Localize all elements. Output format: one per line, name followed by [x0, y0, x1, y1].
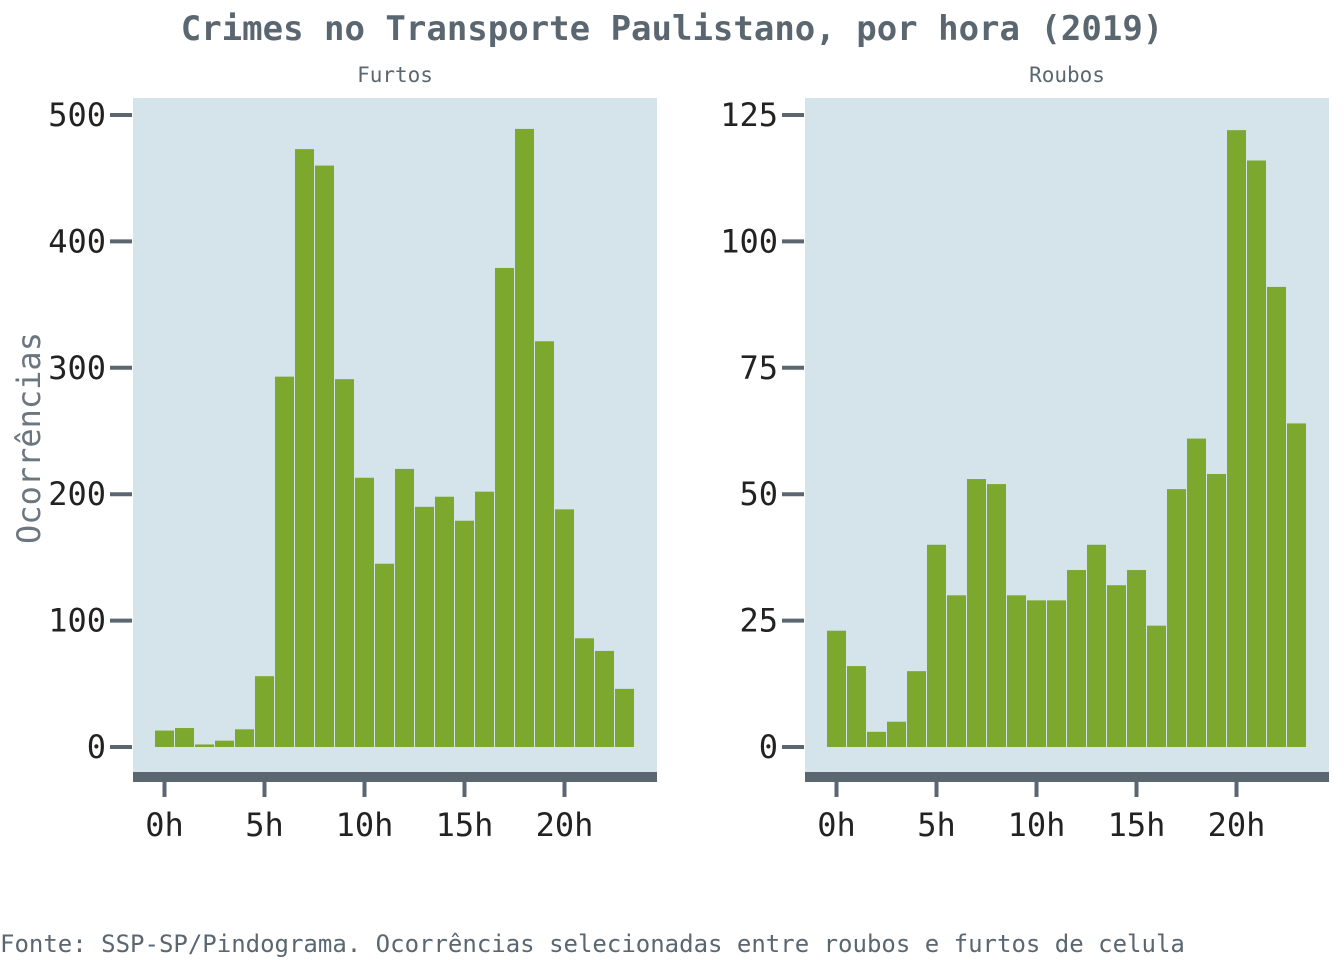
- bar: [435, 496, 454, 747]
- facet-roubos: Roubos 0 25 50 75 100 125 0h 5h 10h 15h 20h: [720, 63, 1329, 844]
- bar: [1287, 423, 1306, 747]
- bar: [335, 379, 354, 747]
- bar: [827, 630, 846, 747]
- bar: [987, 484, 1006, 747]
- y-tick-label: 125: [720, 96, 778, 134]
- bar: [1107, 585, 1126, 747]
- x-tick-label: 15h: [1108, 806, 1166, 844]
- y-tick-label: 25: [739, 602, 778, 640]
- x-tick-label: 0h: [145, 806, 184, 844]
- bar: [175, 728, 194, 747]
- bar: [867, 731, 886, 747]
- bar: [967, 479, 986, 747]
- y-tick-label: 0: [759, 728, 778, 766]
- bar: [255, 676, 274, 747]
- x-tick-label: 0h: [817, 806, 856, 844]
- x-axis-line: [805, 772, 1329, 782]
- bar: [1227, 130, 1246, 748]
- bar: [375, 563, 394, 747]
- bar: [1027, 600, 1046, 747]
- bar: [315, 165, 334, 747]
- bar: [595, 650, 614, 747]
- y-axis-label: Ocorrências: [10, 332, 48, 544]
- x-tick-label: 20h: [1208, 806, 1266, 844]
- bar: [615, 688, 634, 747]
- x-tick-label: 20h: [536, 806, 594, 844]
- bar: [415, 506, 434, 747]
- bar: [1247, 160, 1266, 747]
- x-tick-label: 15h: [436, 806, 494, 844]
- x-tick-label: 10h: [336, 806, 394, 844]
- y-tick-label: 100: [48, 602, 106, 640]
- chart-title: Crimes no Transporte Paulistano, por hor…: [181, 9, 1164, 49]
- y-tick-label: 500: [48, 96, 106, 134]
- x-tick-label: 5h: [245, 806, 284, 844]
- facet-label: Roubos: [1029, 63, 1105, 87]
- y-tick-label: 75: [739, 349, 778, 387]
- bar: [275, 376, 294, 747]
- x-axis-line: [133, 772, 657, 782]
- y-tick-label: 0: [87, 728, 106, 766]
- y-tick-label: 300: [48, 349, 106, 387]
- bar: [535, 341, 554, 747]
- bar: [475, 491, 494, 747]
- bar: [195, 744, 214, 747]
- bar: [1127, 570, 1146, 747]
- bar: [1067, 570, 1086, 747]
- bar: [1087, 544, 1106, 747]
- bar: [927, 544, 946, 747]
- bar: [887, 721, 906, 747]
- y-tick-label: 400: [48, 222, 106, 260]
- bar: [155, 730, 174, 747]
- bar: [495, 267, 514, 747]
- source-caption: Fonte: SSP-SP/Pindograma. Ocorrências se…: [0, 930, 1185, 958]
- bar: [555, 509, 574, 747]
- bar: [1047, 600, 1066, 747]
- bar: [355, 477, 374, 747]
- y-tick-label: 50: [739, 475, 778, 513]
- bar: [395, 468, 414, 747]
- bar: [1147, 625, 1166, 747]
- bar: [575, 638, 594, 747]
- bar: [455, 520, 474, 747]
- bar: [1167, 489, 1186, 747]
- x-tick-label: 5h: [917, 806, 956, 844]
- facet-label: Furtos: [357, 63, 433, 87]
- bar: [907, 671, 926, 747]
- bar: [947, 595, 966, 747]
- y-tick-label: 200: [48, 475, 106, 513]
- bar: [1187, 438, 1206, 747]
- bar: [1007, 595, 1026, 747]
- x-tick-label: 10h: [1008, 806, 1066, 844]
- y-tick-label: 100: [720, 222, 778, 260]
- bar: [215, 740, 234, 747]
- bar: [295, 149, 314, 748]
- facet-furtos: Furtos 0 100 200 300 400 500 0h 5h 10h 15h 20h: [48, 63, 657, 844]
- bar: [847, 666, 866, 747]
- bar: [1267, 286, 1286, 747]
- bar: [515, 128, 534, 748]
- bar: [1207, 473, 1226, 747]
- bar: [235, 729, 254, 747]
